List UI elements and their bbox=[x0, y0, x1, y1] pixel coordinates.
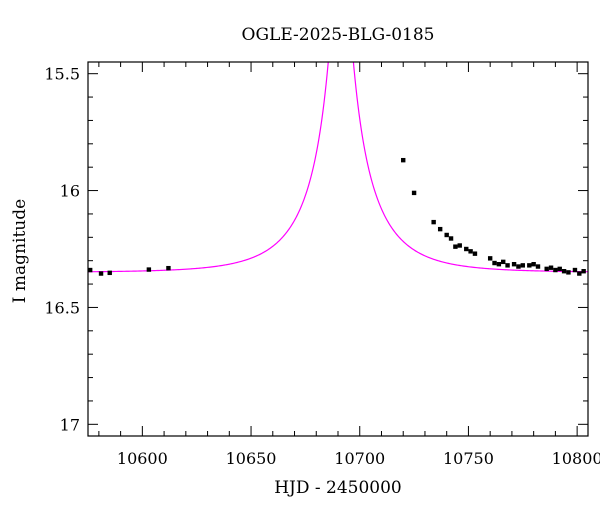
data-point bbox=[437, 226, 443, 232]
data-point bbox=[448, 236, 454, 241]
x-axis-label: HJD - 2450000 bbox=[274, 478, 402, 498]
data-points-group bbox=[87, 157, 586, 276]
data-point bbox=[544, 266, 549, 272]
data-point bbox=[487, 256, 493, 261]
data-point bbox=[87, 267, 93, 273]
data-point bbox=[411, 190, 417, 196]
data-point bbox=[572, 267, 578, 273]
data-point bbox=[561, 269, 567, 274]
data-point bbox=[166, 265, 171, 271]
data-point bbox=[548, 265, 554, 270]
data-point bbox=[492, 260, 497, 266]
x-tick-label: 10800 bbox=[552, 449, 600, 468]
data-point bbox=[107, 270, 112, 276]
y-tick-label: 17 bbox=[60, 415, 80, 434]
data-point bbox=[577, 271, 582, 276]
data-point bbox=[501, 259, 506, 265]
data-point bbox=[511, 261, 517, 267]
data-point bbox=[464, 246, 469, 252]
axis-ticks: 10600 10650 10700 10750 10800 15.5 16 16.5 17 bbox=[44, 62, 600, 468]
x-tick-label: 10700 bbox=[334, 449, 385, 468]
data-point bbox=[557, 266, 562, 272]
data-point bbox=[535, 264, 541, 269]
y-tick-label: 16.5 bbox=[44, 298, 80, 317]
data-point bbox=[468, 249, 473, 254]
data-point bbox=[98, 271, 104, 276]
model-curve bbox=[88, 62, 588, 273]
data-point bbox=[146, 267, 152, 272]
data-point bbox=[520, 263, 525, 268]
x-tick-label: 10750 bbox=[443, 449, 494, 468]
chart-title: OGLE-2025-BLG-0185 bbox=[242, 25, 435, 45]
data-point bbox=[472, 251, 478, 256]
data-point bbox=[516, 264, 521, 269]
y-tick-label: 15.5 bbox=[44, 65, 80, 84]
data-point bbox=[401, 157, 406, 163]
data-point bbox=[431, 219, 436, 225]
model-curve-group bbox=[88, 62, 588, 273]
data-point bbox=[457, 243, 462, 248]
x-tick-label: 10600 bbox=[117, 449, 168, 468]
data-point bbox=[581, 269, 586, 274]
y-tick-label: 16 bbox=[60, 182, 80, 201]
data-point bbox=[444, 232, 449, 238]
data-point bbox=[453, 244, 458, 249]
data-point bbox=[527, 263, 532, 268]
data-point bbox=[566, 270, 571, 275]
data-point bbox=[496, 261, 502, 267]
y-axis-label: I magnitude bbox=[10, 199, 30, 303]
data-point bbox=[505, 263, 510, 268]
plot-frame bbox=[87, 61, 589, 437]
x-tick-label: 10650 bbox=[226, 449, 277, 468]
data-point bbox=[553, 267, 558, 273]
data-point bbox=[531, 261, 536, 267]
